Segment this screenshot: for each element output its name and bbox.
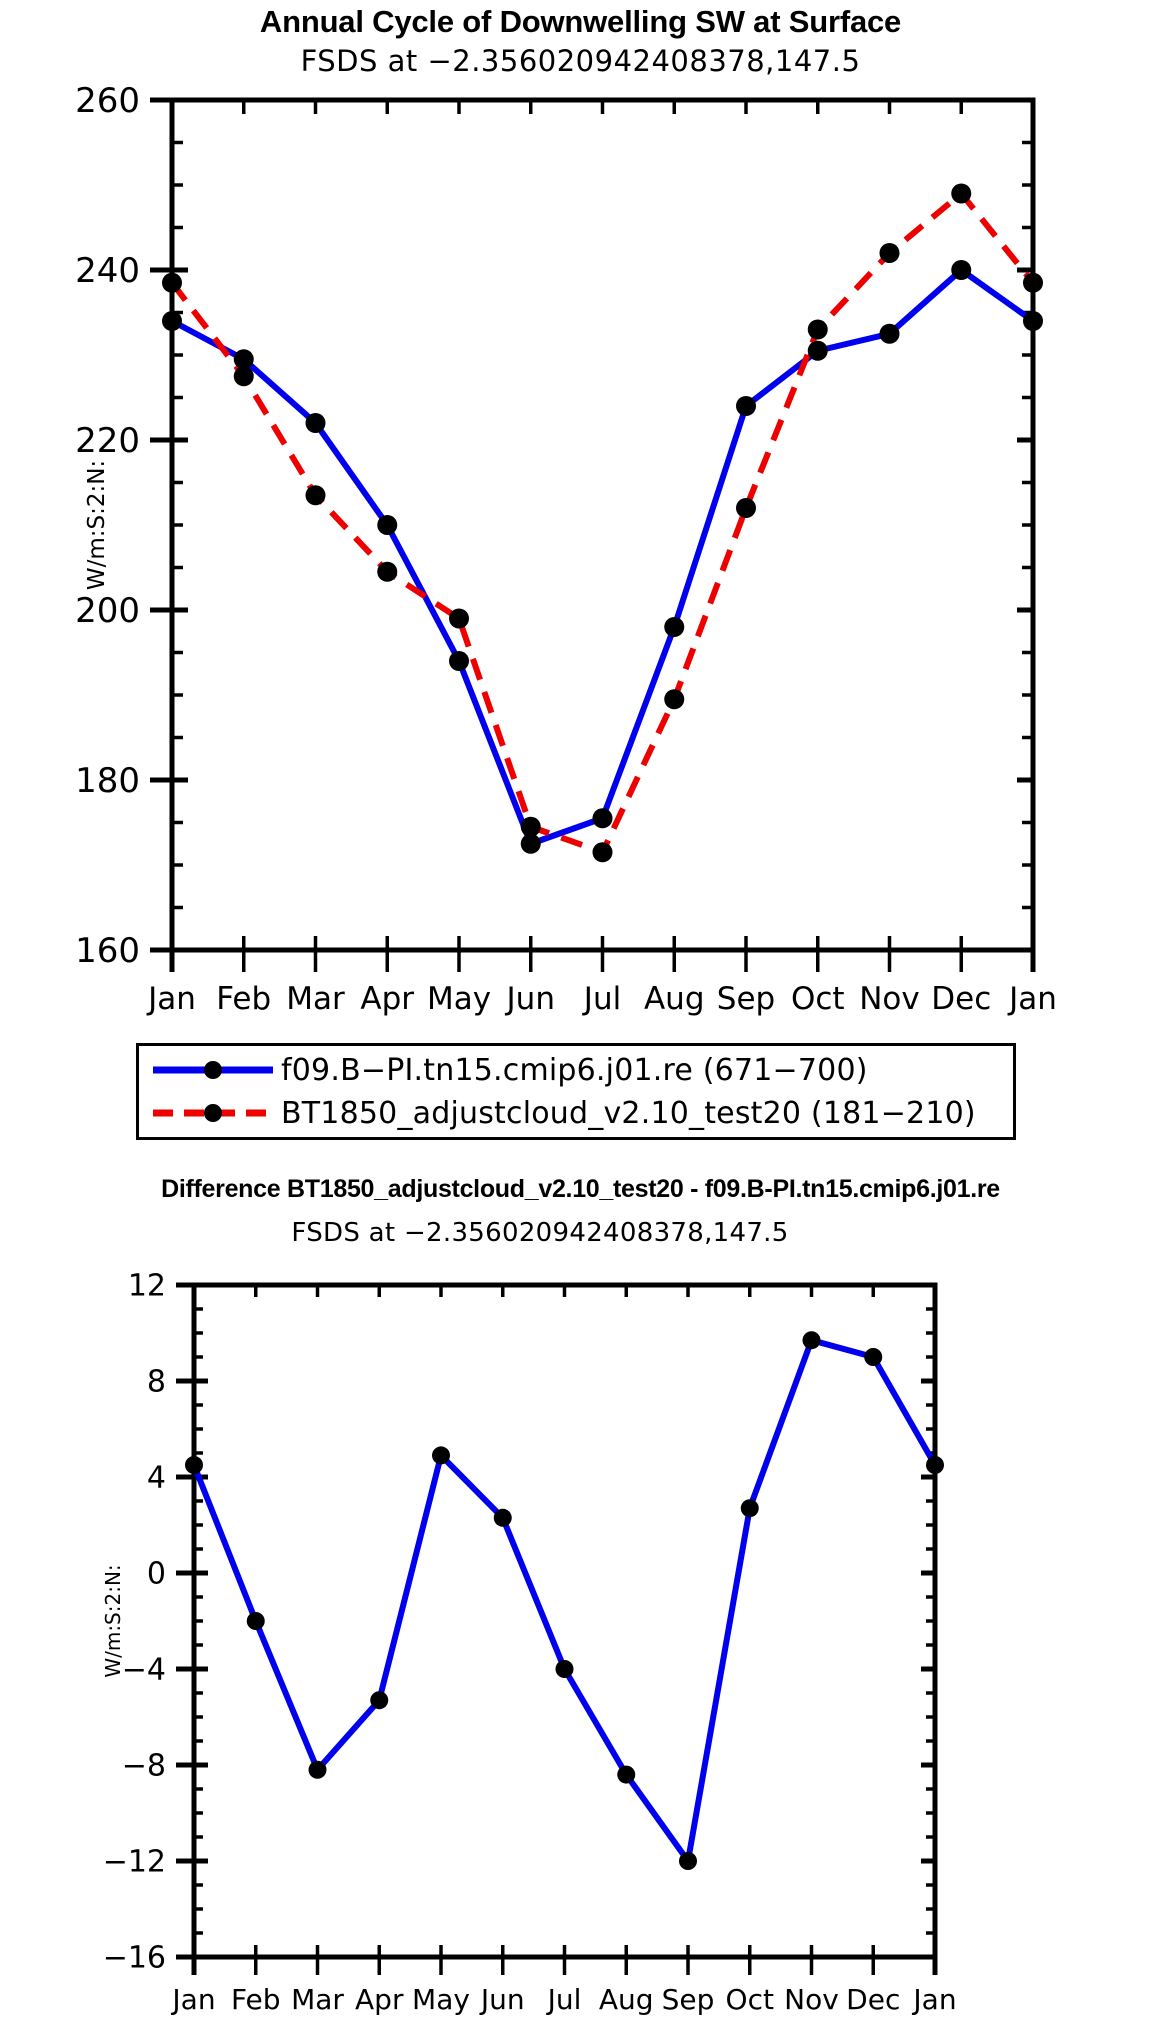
legend-label-series-1: f09.B−PI.tn15.cmip6.j01.re (671−700) <box>281 1052 868 1088</box>
data-point-marker <box>592 808 613 829</box>
y-tick-label: 200 <box>75 591 140 631</box>
series-line <box>169 190 1036 856</box>
data-point-marker <box>246 1612 265 1630</box>
series-line <box>191 1337 938 1864</box>
x-tick-label: Jun <box>479 1983 525 2016</box>
x-tick-label: Nov <box>859 981 920 1017</box>
y-tick-label: −8 <box>122 1749 166 1784</box>
data-point-marker <box>162 272 182 293</box>
x-tick-label: Jan <box>170 1983 215 2016</box>
data-point-marker <box>377 515 398 535</box>
data-point-marker <box>740 1499 759 1518</box>
upper-subtitle: FSDS at −2.356020942408378,147.5 <box>300 44 861 78</box>
data-point-marker <box>664 617 685 637</box>
y-tick-label: 240 <box>75 251 140 291</box>
legend-label-series-2: BT1850_adjustcloud_v2.10_test20 (181−210… <box>281 1095 976 1131</box>
legend-swatch-solid-blue <box>149 1055 277 1085</box>
x-tick-label: Jan <box>146 981 196 1017</box>
x-tick-label: Dec <box>931 981 991 1017</box>
data-point-marker <box>162 311 182 331</box>
plot-frame <box>191 1282 938 1960</box>
difference-subtitle: FSDS at −2.356020942408378,147.5 <box>291 1218 789 1248</box>
x-tick-label: Apr <box>360 981 414 1017</box>
data-point-marker <box>449 608 469 629</box>
legend-entry-series-2: BT1850_adjustcloud_v2.10_test20 (181−210… <box>149 1091 976 1135</box>
data-point-marker <box>679 1852 697 1870</box>
x-tick-label: Aug <box>599 1983 654 2016</box>
x-tick-label: May <box>427 981 491 1017</box>
x-tick-label: Feb <box>216 981 271 1017</box>
y-tick-label: 220 <box>75 421 140 461</box>
data-point-marker <box>807 319 828 340</box>
x-tick-label: Jan <box>911 1983 956 2016</box>
x-tick-label: Jul <box>582 981 621 1017</box>
x-tick-label: Jul <box>546 1983 582 2016</box>
y-tick-label: 4 <box>147 1461 166 1496</box>
data-point-marker <box>185 1456 203 1474</box>
data-point-marker <box>305 485 326 506</box>
x-tick-label: Mar <box>286 981 345 1017</box>
data-point-marker <box>926 1456 944 1474</box>
difference-chart: −16 −12 −8 −4 0 4 8 12 Jan Feb Mar Apr May Jun Jul Aug S… <box>0 1240 1161 2032</box>
x-tick-label: Mar <box>291 1983 344 2016</box>
y-axis-label: W/m:S:2:N: <box>84 460 110 590</box>
data-point-marker <box>802 1331 821 1350</box>
data-point-marker <box>951 260 972 280</box>
x-tick-label: Apr <box>355 1983 404 2016</box>
y-tick-label: 260 <box>75 81 140 121</box>
data-point-marker <box>432 1446 450 1465</box>
data-point-marker <box>1023 272 1043 293</box>
data-point-marker <box>736 498 756 518</box>
data-point-marker <box>951 183 972 204</box>
data-point-marker <box>879 323 900 344</box>
x-tick-label: Sep <box>662 1983 715 2016</box>
x-tick-label: May <box>412 1983 470 2016</box>
y-tick-label: 12 <box>128 1269 166 1304</box>
data-point-marker <box>664 689 685 710</box>
y-tick-label: 0 <box>147 1557 166 1592</box>
x-tick-label: Sep <box>717 981 775 1017</box>
legend-entry-series-1: f09.B−PI.tn15.cmip6.j01.re (671−700) <box>149 1048 868 1092</box>
y-tick-label: 180 <box>75 761 140 801</box>
data-point-marker <box>807 340 828 361</box>
chart-legend: f09.B−PI.tn15.cmip6.j01.re (671−700) BT1… <box>136 1043 1016 1140</box>
data-point-marker <box>736 396 756 416</box>
x-tick-label: Dec <box>846 1983 900 2016</box>
data-point-marker <box>555 1660 574 1678</box>
x-tick-label: Aug <box>644 981 705 1017</box>
annual-cycle-chart: 160 180 200 220 240 260 Jan Feb Mar Apr May Jun Jul A… <box>0 70 1161 1030</box>
data-point-marker <box>233 366 254 387</box>
legend-swatch-dashed-red <box>149 1098 277 1128</box>
y-tick-label: 8 <box>147 1365 166 1400</box>
data-point-marker <box>592 842 613 863</box>
page-title: Annual Cycle of Downwelling SW at Surfac… <box>259 4 902 39</box>
data-point-marker <box>233 349 254 370</box>
y-tick-label: −16 <box>103 1941 166 1976</box>
data-point-marker <box>1023 311 1043 331</box>
y-tick-label: −4 <box>122 1653 166 1688</box>
x-tick-label: Oct <box>726 1983 774 2016</box>
data-point-marker <box>370 1691 389 1710</box>
data-point-marker <box>520 816 541 837</box>
data-point-marker <box>879 243 900 263</box>
x-tick-label: Jan <box>1007 981 1057 1017</box>
data-point-marker <box>308 1760 327 1779</box>
data-point-marker <box>493 1508 512 1527</box>
difference-title: Difference BT1850_adjustcloud_v2.10_test… <box>161 1175 1000 1203</box>
data-point-marker <box>864 1348 883 1366</box>
data-point-marker <box>520 833 541 854</box>
x-tick-label: Nov <box>784 1983 839 2016</box>
data-point-marker <box>305 413 326 433</box>
x-tick-label: Oct <box>791 981 845 1017</box>
data-point-marker <box>449 651 469 671</box>
y-axis-label: W/m:S:2:N: <box>101 1564 125 1677</box>
x-tick-label: Feb <box>231 1983 281 2016</box>
y-tick-label: 160 <box>75 931 140 971</box>
series-line <box>170 267 1035 847</box>
data-point-marker <box>377 561 398 582</box>
y-tick-label: −12 <box>103 1845 166 1880</box>
x-tick-label: Jun <box>505 981 555 1017</box>
data-point-marker <box>617 1765 636 1784</box>
